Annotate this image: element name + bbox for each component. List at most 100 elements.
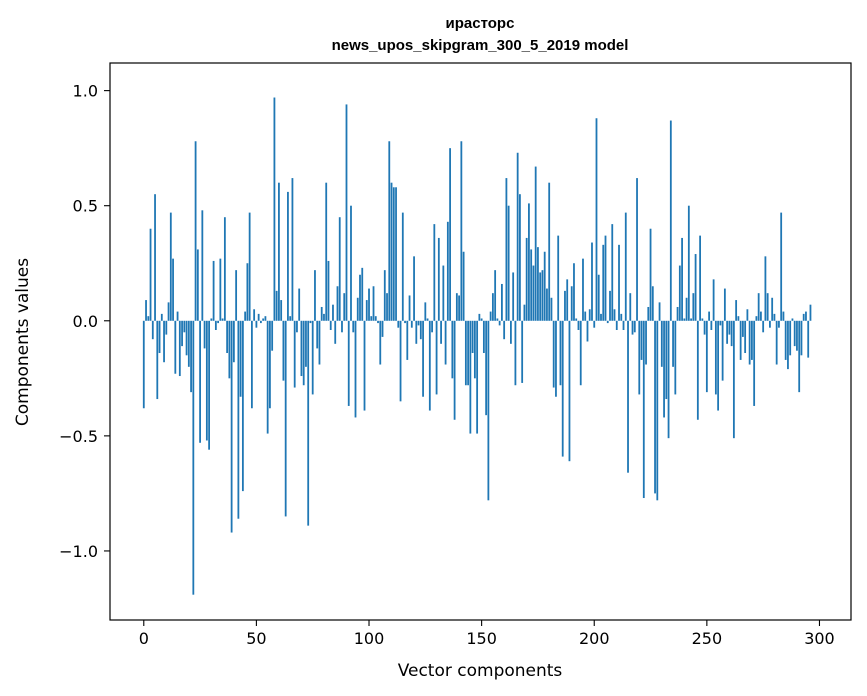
chart-title: ирасторс xyxy=(446,15,515,32)
bar xyxy=(462,251,465,321)
bar xyxy=(609,290,611,321)
bar xyxy=(401,212,404,321)
y-tick-label: 1.0 xyxy=(73,82,98,101)
bar xyxy=(397,320,400,328)
bar xyxy=(212,260,215,321)
bar xyxy=(352,320,355,333)
bar xyxy=(656,320,659,501)
bar xyxy=(498,320,501,326)
bar xyxy=(521,320,524,383)
bar xyxy=(633,320,636,333)
bar xyxy=(762,320,765,333)
bar xyxy=(381,320,384,337)
bar xyxy=(410,320,413,328)
bar xyxy=(147,316,150,321)
bar xyxy=(296,320,298,333)
x-axis: 0 50 100 150 200 250 300 xyxy=(139,620,835,648)
bar xyxy=(305,320,307,367)
bar xyxy=(687,205,690,321)
bar xyxy=(433,224,436,321)
bar xyxy=(784,320,787,360)
bar xyxy=(559,320,562,386)
y-tick-label: −1.0 xyxy=(59,542,98,561)
x-tick-label: 0 xyxy=(139,629,149,648)
bar xyxy=(386,293,388,321)
bar xyxy=(424,302,427,321)
bar xyxy=(372,286,375,321)
bar xyxy=(282,320,285,381)
bar xyxy=(516,152,519,321)
bar xyxy=(651,286,654,321)
bar xyxy=(645,320,647,365)
bar xyxy=(160,313,163,321)
bar xyxy=(669,120,672,321)
bar xyxy=(374,316,377,321)
bar xyxy=(557,235,560,321)
bar xyxy=(359,274,361,321)
bar xyxy=(181,320,183,347)
plot-frame xyxy=(109,62,852,621)
bar xyxy=(469,320,472,434)
bar xyxy=(501,283,503,321)
bar xyxy=(293,320,296,388)
bar xyxy=(473,320,476,379)
bar xyxy=(766,293,769,321)
bar xyxy=(332,304,334,321)
bar xyxy=(453,320,456,420)
bar xyxy=(505,178,508,321)
bar xyxy=(778,320,780,328)
bar xyxy=(478,313,481,321)
bar xyxy=(622,320,625,330)
bar xyxy=(748,320,751,365)
bar xyxy=(345,104,348,321)
bar xyxy=(192,320,195,595)
bar xyxy=(431,320,433,333)
bar xyxy=(460,141,463,321)
bar xyxy=(323,313,325,321)
bar xyxy=(555,320,557,397)
bar xyxy=(257,313,260,321)
bar xyxy=(701,318,704,321)
bar xyxy=(595,118,598,321)
bar xyxy=(309,320,312,324)
x-tick-label: 150 xyxy=(466,629,497,648)
bar xyxy=(250,320,253,409)
bar xyxy=(543,251,546,321)
bar xyxy=(260,320,262,324)
bar xyxy=(428,320,431,411)
bar xyxy=(741,320,744,337)
bar xyxy=(660,320,663,367)
bar xyxy=(728,320,731,335)
x-axis-label: Vector components xyxy=(398,661,563,681)
bar xyxy=(732,320,735,439)
bar xyxy=(510,320,512,344)
bar xyxy=(550,297,553,321)
bar xyxy=(210,318,213,321)
bar xyxy=(638,320,641,395)
bar xyxy=(507,205,510,321)
bar xyxy=(753,320,756,406)
bar xyxy=(190,320,192,393)
bar xyxy=(496,318,499,321)
bar xyxy=(629,293,632,321)
bar xyxy=(350,205,352,321)
bar xyxy=(476,320,479,434)
y-tick-label: 0.5 xyxy=(73,197,98,216)
bar xyxy=(336,286,339,321)
bar xyxy=(751,320,753,360)
bar xyxy=(692,293,695,321)
bar xyxy=(487,320,490,501)
bar xyxy=(773,313,776,321)
bar xyxy=(663,320,665,418)
bar xyxy=(624,212,627,321)
bar xyxy=(708,311,711,321)
bar xyxy=(584,311,587,321)
bar xyxy=(568,320,571,462)
bar xyxy=(275,290,278,321)
bar xyxy=(413,256,415,321)
x-tick-label: 300 xyxy=(804,629,835,648)
bar xyxy=(442,265,445,321)
bar xyxy=(165,320,168,335)
bar xyxy=(289,316,292,321)
bar xyxy=(672,320,674,367)
